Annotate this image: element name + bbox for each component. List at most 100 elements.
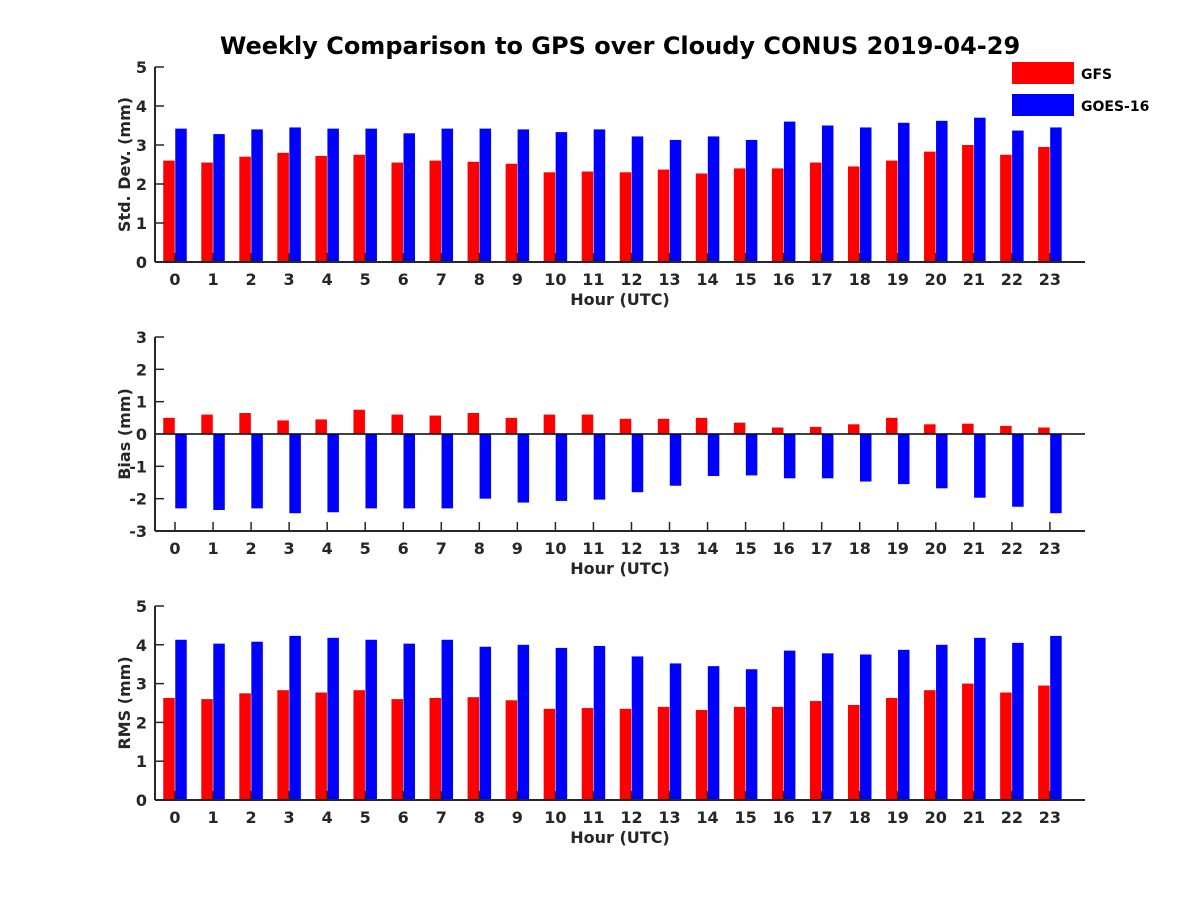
bias-x-tick-label: 17 bbox=[811, 539, 833, 558]
rms-bar-gfs-12 bbox=[619, 708, 632, 800]
std-dev-bar-gfs-6 bbox=[391, 162, 403, 262]
std-dev-bar-goes16-4 bbox=[327, 128, 339, 262]
rms-bar-gfs-15 bbox=[733, 706, 746, 800]
bias-x-tick-label: 19 bbox=[887, 539, 909, 558]
std-dev-y-tick-label: 0 bbox=[136, 253, 147, 272]
bias-bar-goes16-9 bbox=[517, 434, 530, 503]
std-dev-x-tick-label: 20 bbox=[925, 270, 947, 289]
bias-bar-gfs-5 bbox=[353, 409, 365, 434]
rms-bar-gfs-5 bbox=[353, 690, 365, 800]
std-dev-bar-gfs-19 bbox=[886, 160, 898, 262]
std-dev-bar-goes16-1 bbox=[213, 134, 225, 262]
std-dev-x-tick-label: 23 bbox=[1039, 270, 1061, 289]
std-dev-bar-goes16-12 bbox=[631, 136, 644, 262]
bias-bar-goes16-13 bbox=[669, 434, 682, 486]
rms-bar-gfs-13 bbox=[657, 706, 670, 800]
bias-bar-gfs-18 bbox=[847, 424, 860, 434]
std-dev-bar-gfs-4 bbox=[315, 155, 327, 262]
std-dev-bar-gfs-11 bbox=[581, 171, 594, 262]
rms-x-tick-label: 13 bbox=[658, 808, 680, 827]
rms-x-tick-label: 4 bbox=[322, 808, 333, 827]
rms-bar-gfs-3 bbox=[277, 690, 289, 800]
rms-bar-gfs-9 bbox=[505, 700, 518, 800]
rms-bar-gfs-19 bbox=[886, 697, 898, 800]
rms-x-tick-label: 20 bbox=[925, 808, 947, 827]
rms-bar-gfs-0 bbox=[163, 697, 175, 800]
std-dev-bar-goes16-13 bbox=[669, 139, 682, 262]
rms-bar-goes16-17 bbox=[821, 653, 834, 800]
rms-bar-gfs-7 bbox=[429, 697, 442, 800]
bias-y-tick-label: 0 bbox=[136, 425, 147, 444]
rms-bar-goes16-22 bbox=[1012, 642, 1024, 800]
std-dev-x-tick-label: 13 bbox=[658, 270, 680, 289]
chart-title: Weekly Comparison to GPS over Cloudy CON… bbox=[220, 32, 1020, 60]
rms-bar-goes16-23 bbox=[1050, 635, 1062, 800]
legend: GFS GOES-16 bbox=[1012, 62, 1149, 116]
bias-bar-goes16-10 bbox=[555, 434, 568, 501]
bias-bar-goes16-6 bbox=[403, 434, 415, 509]
bias-bar-goes16-16 bbox=[783, 434, 796, 479]
std-dev-bar-gfs-1 bbox=[201, 162, 213, 262]
std-dev-bar-goes16-22 bbox=[1012, 130, 1024, 262]
rms-bar-goes16-12 bbox=[631, 656, 644, 800]
rms-bar-gfs-23 bbox=[1038, 685, 1050, 800]
bias-x-tick-label: 1 bbox=[207, 539, 218, 558]
bias-x-tick-label: 11 bbox=[582, 539, 604, 558]
std-dev-bar-gfs-14 bbox=[695, 173, 708, 262]
bias-bar-goes16-12 bbox=[631, 434, 644, 493]
rms-x-tick-label: 16 bbox=[773, 808, 795, 827]
rms-x-tick-label: 19 bbox=[887, 808, 909, 827]
std-dev-bar-gfs-10 bbox=[543, 172, 556, 262]
std-dev-bar-gfs-20 bbox=[924, 151, 936, 262]
std-dev-x-tick-label: 18 bbox=[849, 270, 871, 289]
bias-bar-goes16-0 bbox=[175, 434, 187, 509]
rms-x-tick-label: 10 bbox=[544, 808, 566, 827]
rms-bar-goes16-16 bbox=[783, 650, 796, 800]
bias-x-tick-label: 8 bbox=[474, 539, 485, 558]
bias-bar-goes16-7 bbox=[441, 434, 454, 509]
rms-bar-goes16-9 bbox=[517, 644, 530, 800]
bias-bar-gfs-6 bbox=[391, 414, 403, 434]
bias-bar-goes16-17 bbox=[821, 434, 834, 479]
rms-y-tick-label: 5 bbox=[136, 597, 147, 616]
bias-x-tick-label: 18 bbox=[849, 539, 871, 558]
std-dev-bar-goes16-14 bbox=[707, 136, 720, 262]
rms-bar-gfs-10 bbox=[543, 708, 556, 800]
bias-x-axis-label: Hour (UTC) bbox=[570, 559, 670, 578]
rms-x-tick-label: 12 bbox=[620, 808, 642, 827]
bias-x-tick-label: 12 bbox=[620, 539, 642, 558]
legend-label-goes16: GOES-16 bbox=[1081, 99, 1149, 115]
bias-bar-gfs-14 bbox=[695, 417, 708, 434]
std-dev-x-axis-label: Hour (UTC) bbox=[570, 290, 670, 309]
bias-bar-gfs-17 bbox=[809, 426, 822, 434]
std-dev-bar-goes16-16 bbox=[783, 121, 796, 262]
bias-bar-gfs-19 bbox=[886, 417, 898, 434]
rms-bar-gfs-14 bbox=[695, 709, 708, 800]
bias-bar-goes16-19 bbox=[898, 434, 910, 485]
rms-bar-goes16-11 bbox=[593, 645, 606, 800]
bias-y-tick-label: -2 bbox=[129, 490, 147, 509]
bias-bar-goes16-22 bbox=[1012, 434, 1024, 507]
bias-bar-gfs-15 bbox=[733, 422, 746, 434]
legend-swatch-gfs bbox=[1012, 62, 1074, 84]
bias-y-axis-label: Bias (mm) bbox=[115, 388, 134, 480]
bias-bar-goes16-8 bbox=[479, 434, 492, 499]
std-dev-x-tick-label: 19 bbox=[887, 270, 909, 289]
rms-bar-gfs-20 bbox=[924, 690, 936, 800]
rms-bar-goes16-4 bbox=[327, 637, 339, 800]
std-dev-bar-goes16-10 bbox=[555, 132, 568, 262]
bias-y-tick-label: -1 bbox=[129, 457, 147, 476]
rms-x-tick-label: 0 bbox=[169, 808, 180, 827]
rms-bar-gfs-21 bbox=[962, 683, 974, 800]
rms-x-tick-label: 23 bbox=[1039, 808, 1061, 827]
bias-bar-gfs-1 bbox=[201, 414, 213, 434]
bias-x-tick-label: 16 bbox=[773, 539, 795, 558]
std-dev-bar-goes16-11 bbox=[593, 129, 606, 262]
rms-bar-gfs-8 bbox=[467, 697, 480, 800]
bias-bar-goes16-5 bbox=[365, 434, 377, 509]
std-dev-bar-goes16-15 bbox=[745, 139, 758, 262]
std-dev-bar-goes16-23 bbox=[1050, 127, 1062, 262]
bias-y-tick-label: 2 bbox=[136, 360, 147, 379]
bias-bar-goes16-21 bbox=[974, 434, 986, 498]
